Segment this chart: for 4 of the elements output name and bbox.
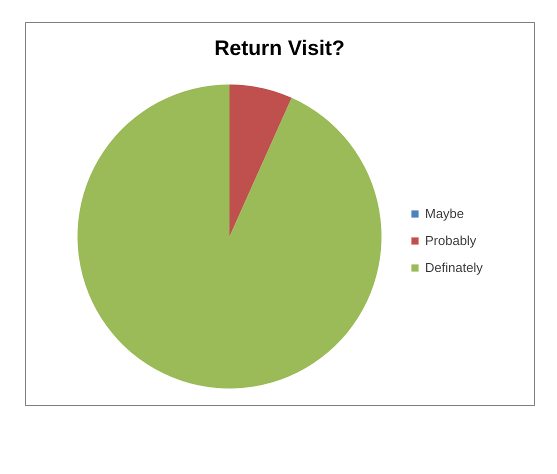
legend-label: Probably <box>425 233 476 248</box>
legend-label: Maybe <box>425 206 464 221</box>
chart-title: Return Visit? <box>214 37 345 60</box>
legend-label: Definately <box>425 260 483 275</box>
